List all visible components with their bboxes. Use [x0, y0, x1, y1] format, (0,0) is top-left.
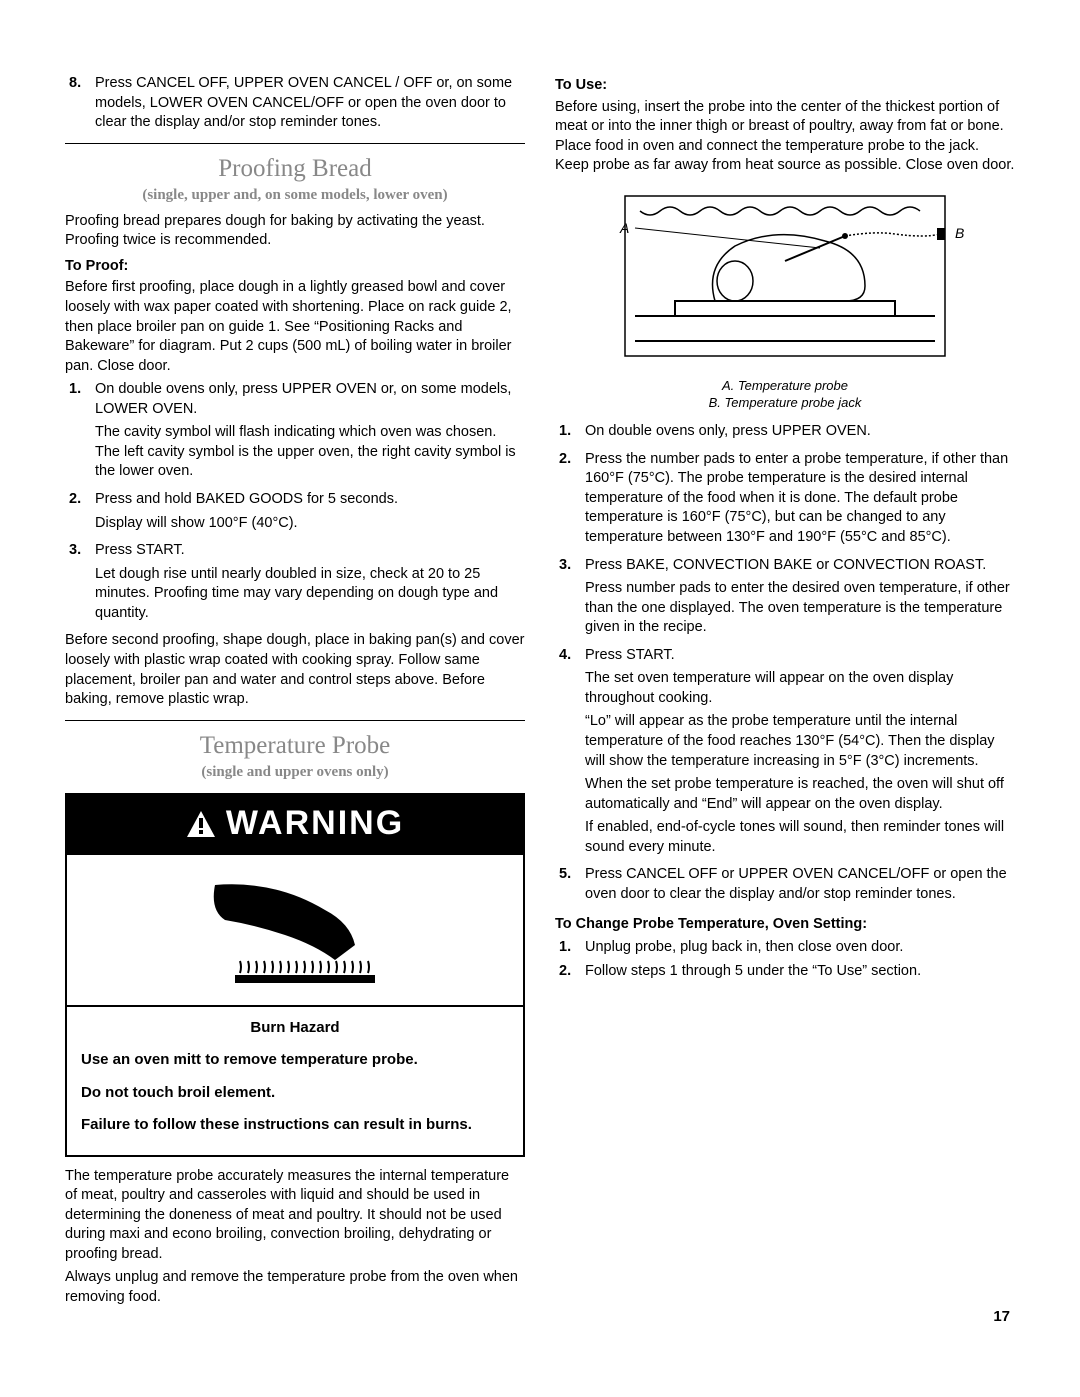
- hazard-line: Do not touch broil element.: [81, 1082, 509, 1105]
- step-number: 2.: [559, 962, 585, 982]
- step-number: 1.: [559, 422, 585, 446]
- proofing-title: Proofing Bread: [65, 152, 525, 186]
- step-number: 2.: [69, 490, 95, 537]
- step-body: On double ovens only, press UPPER OVEN.: [585, 422, 1015, 446]
- proofing-subtitle: (single, upper and, on some models, lowe…: [65, 185, 525, 205]
- warning-text: Burn Hazard Use an oven mitt to remove t…: [67, 1007, 523, 1155]
- temp-probe-para2: Always unplug and remove the temperature…: [65, 1268, 525, 1307]
- list-item: 2. Press and hold BAKED GOODS for 5 seco…: [65, 490, 525, 537]
- list-item: 3. Press BAKE, CONVECTION BAKE or CONVEC…: [555, 556, 1015, 642]
- list-item: 4. Press START.The set oven temperature …: [555, 646, 1015, 862]
- hazard-line: Failure to follow these instructions can…: [81, 1114, 509, 1137]
- step-body: Press START.The set oven temperature wil…: [585, 646, 1015, 862]
- burn-hazard-icon: [185, 875, 405, 995]
- hazard-title: Burn Hazard: [81, 1017, 509, 1040]
- temp-probe-subtitle: (single and upper ovens only): [65, 762, 525, 782]
- temp-probe-para1: The temperature probe accurately measure…: [65, 1167, 525, 1265]
- list-item: 1. Unplug probe, plug back in, then clos…: [555, 938, 1015, 958]
- step-number: 2.: [559, 450, 585, 552]
- step-number: 1.: [559, 938, 585, 958]
- list-item: 3. Press START.Let dough rise until near…: [65, 541, 525, 627]
- step-body: On double ovens only, press UPPER OVEN o…: [95, 380, 525, 486]
- step-number: 1.: [69, 380, 95, 486]
- step-body: Press START.Let dough rise until nearly …: [95, 541, 525, 627]
- temp-probe-title: Temperature Probe: [65, 729, 525, 763]
- list-item: 5. Press CANCEL OFF or UPPER OVEN CANCEL…: [555, 865, 1015, 908]
- caption-b: B. Temperature probe jack: [709, 395, 862, 410]
- list-item: 1. On double ovens only, press UPPER OVE…: [65, 380, 525, 486]
- step-number: 5.: [559, 865, 585, 908]
- change-steps: 1. Unplug probe, plug back in, then clos…: [555, 938, 1015, 981]
- list-item: 2. Follow steps 1 through 5 under the “T…: [555, 962, 1015, 982]
- step-number: 4.: [559, 646, 585, 862]
- step-number: 3.: [559, 556, 585, 642]
- probe-diagram: A B: [585, 186, 985, 373]
- right-column: To Use: Before using, insert the probe i…: [555, 70, 1015, 1311]
- step-body: Unplug probe, plug back in, then close o…: [585, 938, 1015, 958]
- step-body: Press the number pads to enter a probe t…: [585, 450, 1015, 552]
- hazard-line: Use an oven mitt to remove temperature p…: [81, 1049, 509, 1072]
- step-8-list: 8. Press CANCEL OFF, UPPER OVEN CANCEL /…: [65, 74, 525, 133]
- step-number: 3.: [69, 541, 95, 627]
- warning-triangle-icon: [186, 810, 216, 838]
- diagram-label-b: B: [955, 225, 964, 241]
- page-columns: 8. Press CANCEL OFF, UPPER OVEN CANCEL /…: [65, 70, 1015, 1311]
- warning-header: WARNING: [67, 795, 523, 855]
- divider: [65, 143, 525, 144]
- change-probe-label: To Change Probe Temperature, Oven Settin…: [555, 915, 1015, 935]
- proofing-after: Before second proofing, shape dough, pla…: [65, 631, 525, 709]
- to-use-label: To Use:: [555, 76, 1015, 96]
- divider: [65, 720, 525, 721]
- step-body: Press and hold BAKED GOODS for 5 seconds…: [95, 490, 525, 537]
- step-number: 8.: [69, 74, 95, 133]
- to-use-steps: 1. On double ovens only, press UPPER OVE…: [555, 422, 1015, 908]
- left-column: 8. Press CANCEL OFF, UPPER OVEN CANCEL /…: [65, 70, 525, 1311]
- page-number: 17: [993, 1307, 1010, 1327]
- proofing-steps: 1. On double ovens only, press UPPER OVE…: [65, 380, 525, 627]
- diagram-caption: A. Temperature probe B. Temperature prob…: [555, 378, 1015, 412]
- warning-label: WARNING: [226, 801, 404, 847]
- step-body: Press BAKE, CONVECTION BAKE or CONVECTIO…: [585, 556, 1015, 642]
- to-use-intro: Before using, insert the probe into the …: [555, 98, 1015, 176]
- diagram-label-a: A: [619, 220, 629, 236]
- to-proof-label: To Proof:: [65, 257, 525, 277]
- proofing-intro: Proofing bread prepares dough for baking…: [65, 212, 525, 251]
- warning-illustration: [67, 855, 523, 1007]
- list-item: 1. On double ovens only, press UPPER OVE…: [555, 422, 1015, 446]
- step-body: Follow steps 1 through 5 under the “To U…: [585, 962, 1015, 982]
- warning-box: WARNING: [65, 793, 525, 1157]
- oven-probe-diagram-icon: A B: [585, 186, 985, 366]
- list-item: 2. Press the number pads to enter a prob…: [555, 450, 1015, 552]
- list-item: 8. Press CANCEL OFF, UPPER OVEN CANCEL /…: [65, 74, 525, 133]
- caption-a: A. Temperature probe: [722, 378, 848, 393]
- step-body: Press CANCEL OFF or UPPER OVEN CANCEL/OF…: [585, 865, 1015, 908]
- to-proof-intro: Before first proofing, place dough in a …: [65, 278, 525, 376]
- step-body: Press CANCEL OFF, UPPER OVEN CANCEL / OF…: [95, 74, 525, 133]
